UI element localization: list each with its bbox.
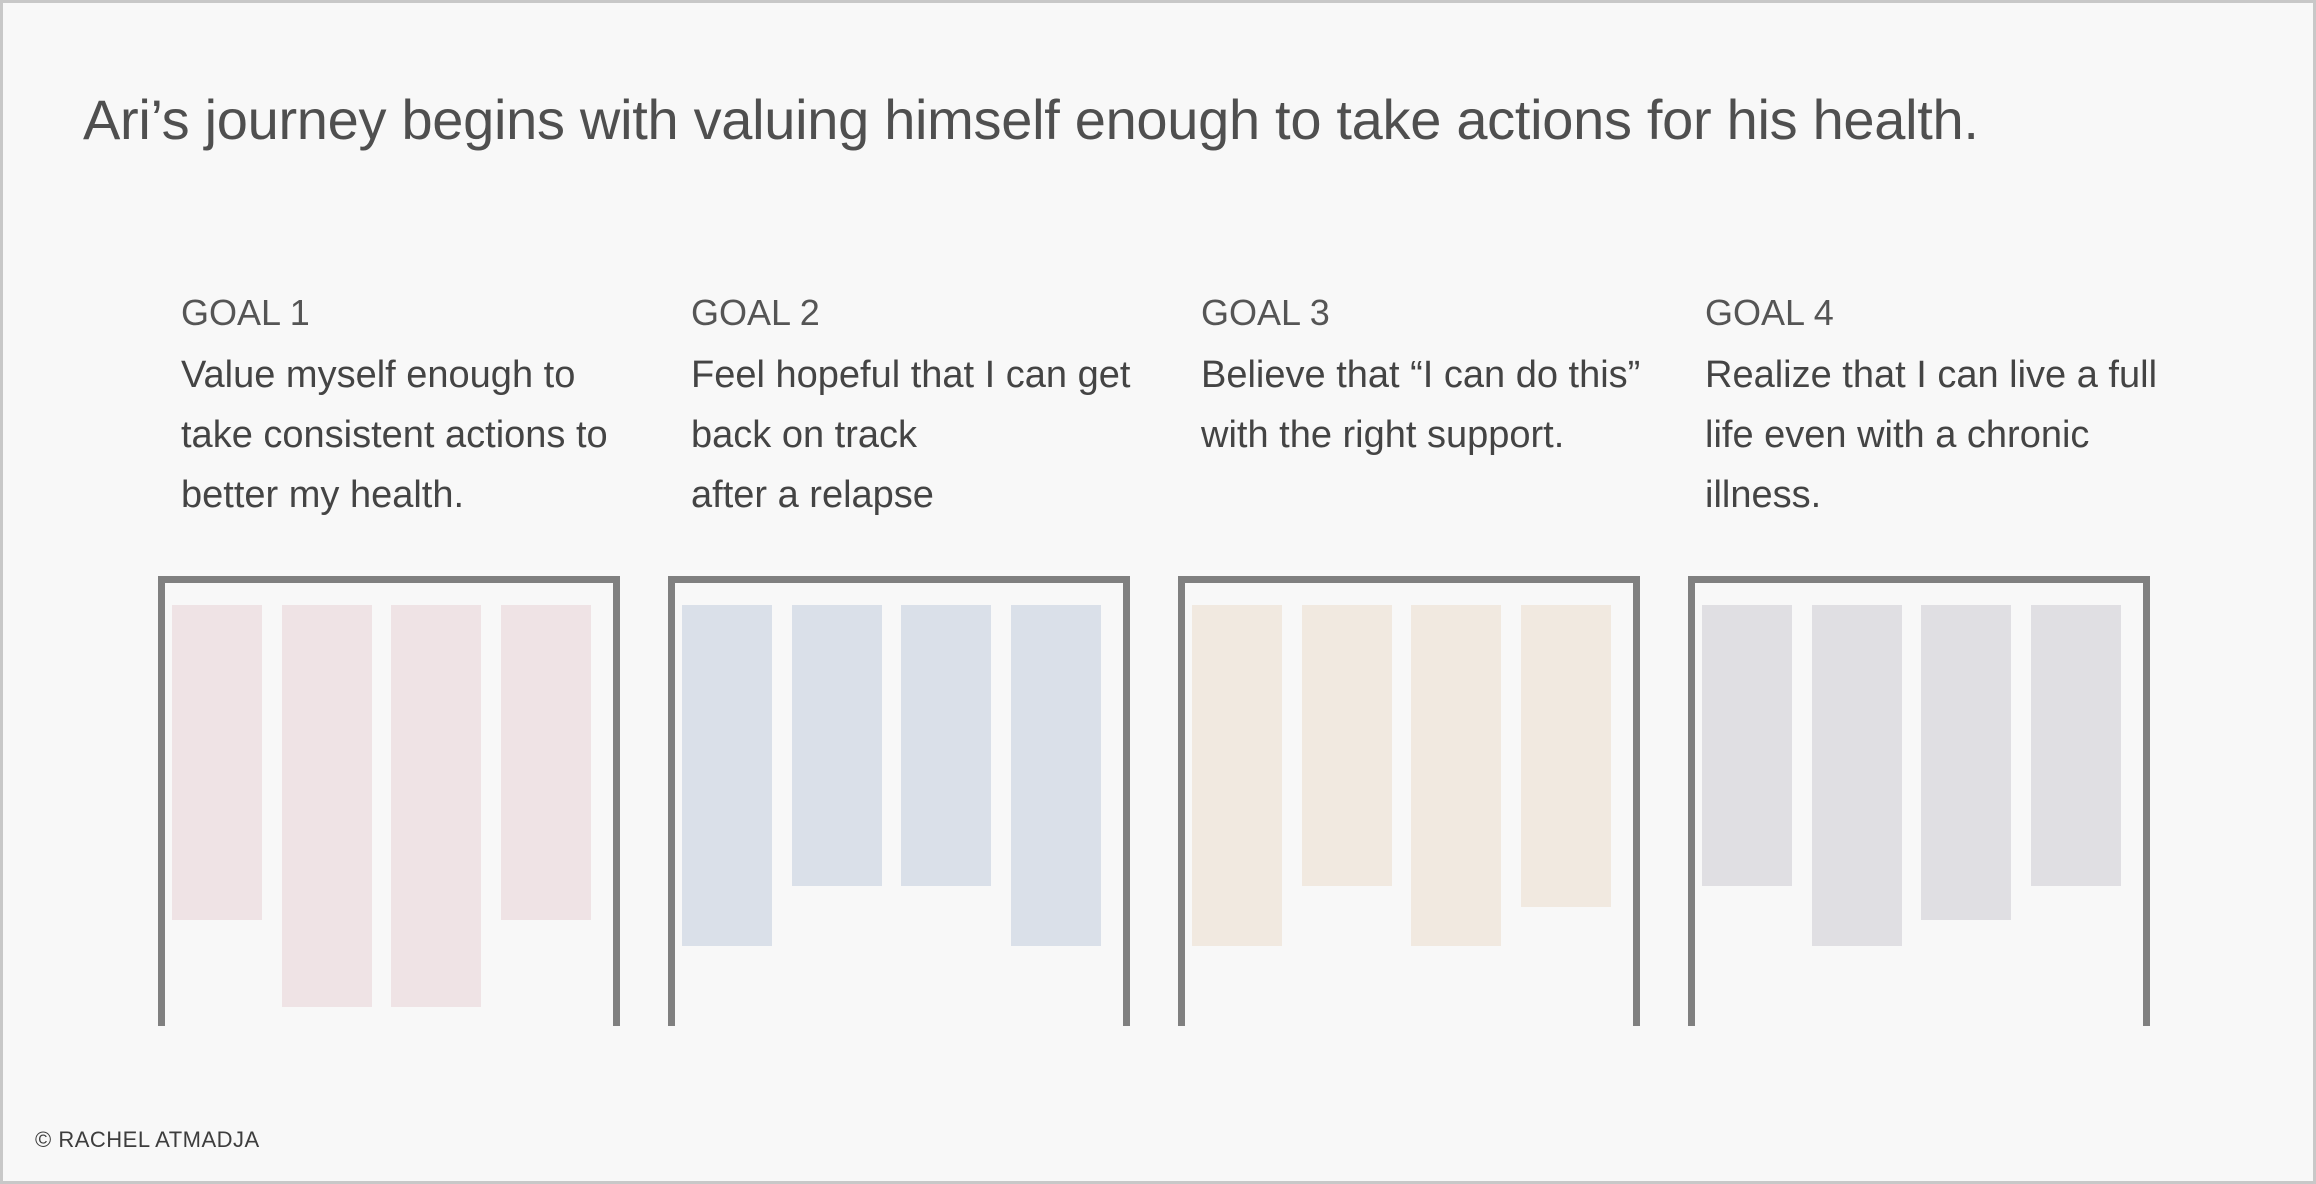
goal-1-bar-1 [172, 605, 262, 920]
goal-3-bracket [1178, 576, 1640, 1026]
goal-2-label: GOAL 2 [691, 292, 820, 333]
page-title: Ari’s journey begins with valuing himsel… [83, 88, 1979, 151]
goal-4-bar-4 [2031, 605, 2121, 886]
goal-1: GOAL 1 Value myself enough to take consi… [181, 291, 651, 525]
copyright-notice: © RACHEL ATMADJA [35, 1127, 260, 1152]
goal-3-bar-4 [1521, 605, 1611, 907]
goal-2-bar-2 [792, 605, 882, 886]
goal-1-bar-4 [501, 605, 591, 920]
goal-4-text: Realize that I can live a full life even… [1705, 354, 2158, 516]
goal-1-bar-3 [391, 605, 481, 1007]
goal-3-text: Believe that “I can do this” with the ri… [1201, 354, 1641, 456]
goal-4-bar-1 [1702, 605, 1792, 886]
goal-3-bar-1 [1192, 605, 1282, 946]
goal-4-label: GOAL 4 [1705, 292, 1834, 333]
goal-3: GOAL 3 Believe that “I can do this” with… [1201, 291, 1671, 465]
goal-2-bar-3 [901, 605, 991, 886]
goal-1-bar-2 [282, 605, 372, 1007]
goal-1-bracket [158, 576, 620, 1026]
goal-2-bracket [668, 576, 1130, 1026]
goal-1-label: GOAL 1 [181, 292, 310, 333]
goal-3-bar-3 [1411, 605, 1501, 946]
goal-4: GOAL 4 Realize that I can live a full li… [1705, 291, 2175, 525]
goal-2-bar-1 [682, 605, 772, 946]
goal-4-bar-2 [1812, 605, 1902, 946]
goal-4-bar-3 [1921, 605, 2011, 920]
goal-4-bracket [1688, 576, 2150, 1026]
goal-2-text: Feel hopeful that I can get back on trac… [691, 354, 1131, 516]
goal-2-bar-4 [1011, 605, 1101, 946]
goal-3-label: GOAL 3 [1201, 292, 1330, 333]
goal-3-bar-2 [1302, 605, 1392, 886]
goal-1-text: Value myself enough to take consistent a… [181, 354, 608, 516]
goal-2: GOAL 2 Feel hopeful that I can get back … [691, 291, 1161, 525]
